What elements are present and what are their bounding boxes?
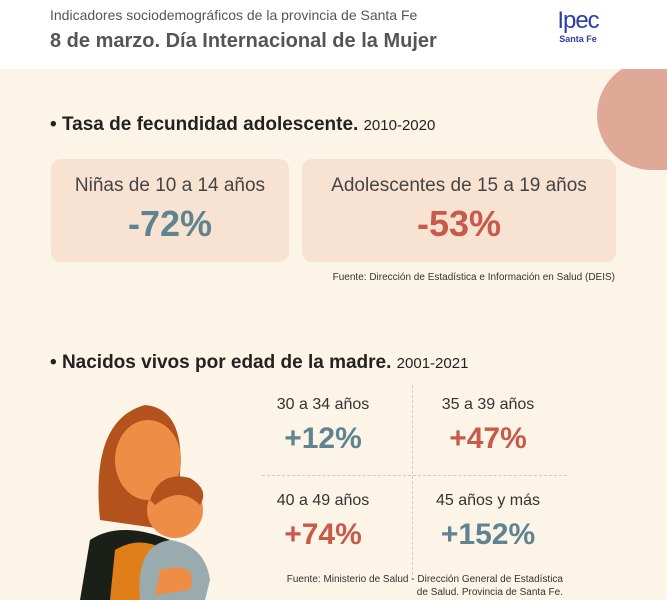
card-label: Adolescentes de 15 a 19 años — [331, 175, 587, 196]
card-value: -53% — [416, 203, 502, 244]
cell-value: +47% — [449, 422, 527, 455]
mother-baby-illustration — [80, 405, 210, 600]
source-line: Fuente: Ministerio de Salud - Dirección … — [286, 574, 563, 585]
section1-heading: • Tasa de fecundidad adolescente. 2010-2… — [50, 114, 436, 135]
header: Indicadores sociodemográficos de la prov… — [0, 0, 667, 69]
cell-label: 40 a 49 años — [276, 492, 370, 509]
stat-card: Niñas de 10 a 14 años -72% — [51, 159, 289, 262]
section2-heading: • Nacidos vivos por edad de la madre. 20… — [50, 352, 469, 373]
logo-main: Ipec — [557, 7, 599, 34]
stat-cell: 30 a 34 años +12% — [248, 396, 398, 456]
cell-label: 30 a 34 años — [276, 396, 370, 413]
stat-card: Adolescentes de 15 a 19 años -53% — [302, 159, 616, 262]
divider-horizontal — [262, 475, 567, 476]
section1-title: Tasa de fecundidad adolescente. — [61, 114, 359, 135]
source-line: de Salud. Provincia de Santa Fe. — [416, 587, 563, 598]
cell-label: 35 a 39 años — [441, 396, 535, 413]
cell-value: +152% — [440, 518, 536, 551]
card-label: Niñas de 10 a 14 años — [74, 175, 266, 196]
cell-label: 45 años y más — [435, 492, 541, 509]
logo-sub: Santa Fe — [559, 34, 597, 44]
source-note: Fuente: Dirección de Estadística e Infor… — [332, 272, 615, 283]
ipec-logo: Ipec Santa Fe — [548, 7, 608, 45]
source-note: Fuente: Ministerio de Salud - Dirección … — [287, 573, 563, 599]
section2-period: 2001-2021 — [396, 355, 469, 372]
section2-title: Nacidos vivos por edad de la madre. — [61, 352, 392, 373]
decorative-circle — [597, 60, 667, 170]
divider-vertical — [412, 385, 413, 580]
stat-cell: 35 a 39 años +47% — [413, 396, 563, 456]
card-value: -72% — [127, 203, 213, 244]
cell-value: +74% — [284, 518, 362, 551]
section1-period: 2010-2020 — [363, 117, 436, 134]
cell-value: +12% — [284, 422, 362, 455]
stat-cell: 45 años y más +152% — [413, 492, 563, 552]
header-subtitle: Indicadores sociodemográficos de la prov… — [50, 7, 418, 23]
header-title: 8 de marzo. Día Internacional de la Muje… — [50, 30, 437, 52]
stat-cell: 40 a 49 años +74% — [248, 492, 398, 552]
